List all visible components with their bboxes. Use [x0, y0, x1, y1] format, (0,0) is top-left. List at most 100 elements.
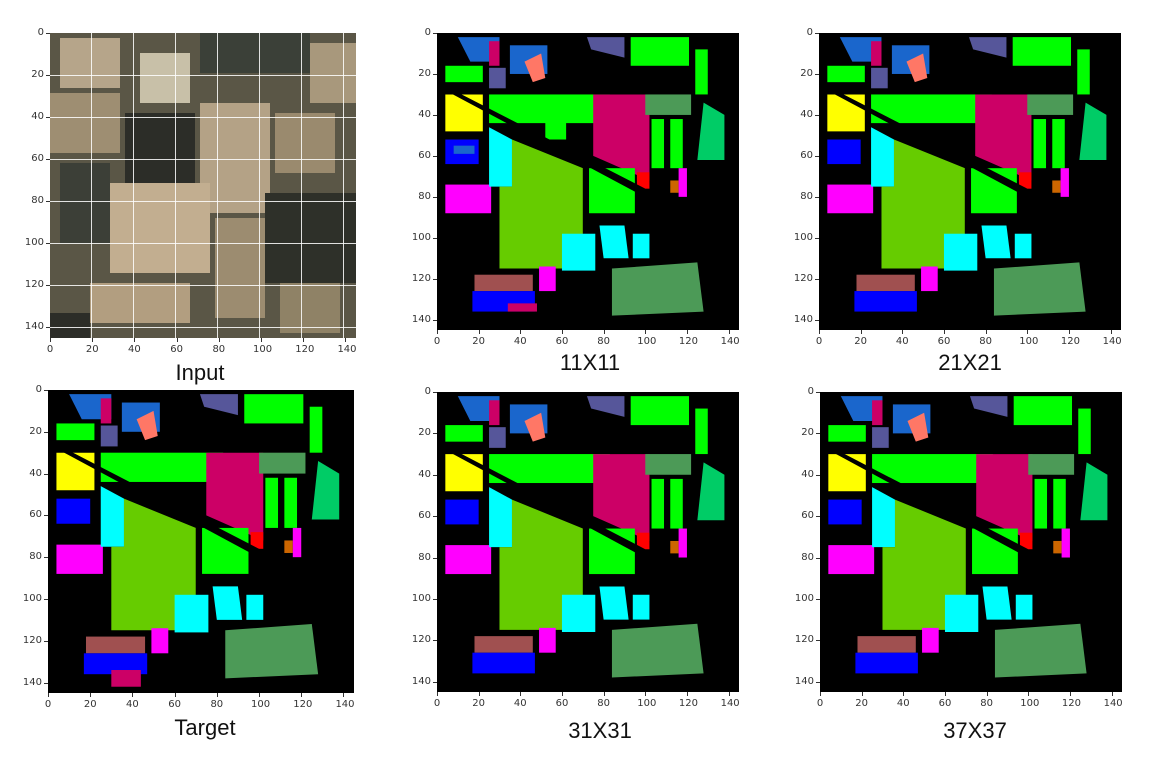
y-tick-mark: [46, 117, 50, 119]
class-region-bright-green: [445, 425, 483, 442]
y-tick-label: 80: [801, 551, 814, 563]
class-region-brown-red: [856, 274, 915, 292]
class-region-orange: [1053, 540, 1062, 554]
y-tick-label: 120: [411, 272, 431, 284]
class-region-bright-green: [828, 425, 866, 442]
class-region-cyan: [489, 487, 512, 548]
class-region-bright-green: [56, 423, 95, 441]
class-region-bright-green: [100, 452, 224, 482]
y-tick-mark: [433, 114, 437, 116]
diagonal-road: [827, 90, 1028, 193]
y-tick-mark: [433, 155, 437, 157]
class-region-red: [636, 172, 650, 189]
x-tick-label: 40: [896, 698, 910, 709]
segmentation-map: [819, 33, 1121, 330]
class-region-bright-green: [309, 406, 323, 453]
x-tick-label: 60: [555, 336, 569, 347]
segmentation-map: [48, 390, 354, 693]
y-tick-label: 120: [22, 634, 42, 646]
class-region-cyan: [632, 233, 650, 259]
class-region-bright-green: [1033, 119, 1047, 169]
y-tick-mark: [815, 319, 819, 321]
x-tick-label: 0: [816, 698, 824, 709]
x-tick-label: 120: [678, 698, 699, 709]
class-region-salmon: [524, 412, 546, 442]
class-region-sea-green: [645, 454, 692, 475]
class-region-magenta: [292, 527, 302, 558]
diagonal-road: [828, 449, 1029, 554]
y-tick-label: 80: [31, 195, 44, 207]
class-region-magenta: [1061, 528, 1070, 558]
y-tick-mark: [816, 516, 820, 518]
x-tick-mark: [345, 338, 347, 342]
y-tick-mark: [433, 196, 437, 198]
x-tick-label: 60: [555, 698, 569, 709]
y-tick-label: 120: [794, 634, 814, 646]
y-tick-mark: [433, 433, 437, 435]
y-tick-label: 0: [37, 27, 44, 38]
x-tick-mark: [561, 330, 563, 334]
class-region-crimson: [593, 454, 650, 541]
class-region-brown-red: [85, 636, 146, 654]
y-tick-mark: [816, 557, 820, 559]
class-region-slate: [199, 394, 238, 416]
y-tick-label: 100: [411, 592, 431, 604]
x-tick-mark: [686, 692, 688, 696]
class-region-blue: [828, 499, 862, 525]
x-tick-mark: [603, 330, 605, 334]
x-tick-label: 60: [937, 336, 951, 347]
y-tick-mark: [433, 33, 437, 34]
y-tick-label: 100: [22, 592, 42, 604]
class-region-red: [250, 532, 264, 549]
x-tick-label: 100: [1019, 336, 1039, 347]
y-tick-label: 0: [424, 386, 431, 397]
x-tick-label: 140: [1103, 698, 1123, 709]
class-region-bright-green: [1012, 37, 1072, 66]
class-region-crimson: [489, 400, 500, 426]
class-region-sea-green: [994, 623, 1087, 678]
class-region-bright-green: [695, 408, 708, 455]
class-region-red: [1018, 172, 1032, 189]
class-region-sea-green: [1028, 454, 1075, 475]
x-tick-mark: [1111, 692, 1113, 696]
y-tick-label: 100: [24, 237, 44, 249]
x-tick-label: 80: [212, 344, 226, 355]
class-region-bright-green: [1013, 396, 1073, 426]
segmentation-map: [437, 392, 739, 692]
y-tick-mark: [816, 681, 820, 683]
x-tick-label: 100: [251, 699, 271, 710]
class-region-brown-red: [474, 274, 533, 292]
class-region-red: [1019, 532, 1033, 550]
class-region-cyan: [599, 225, 629, 259]
class-region-cyan: [871, 127, 894, 187]
x-tick-mark: [301, 693, 303, 697]
x-tick-mark: [478, 330, 480, 334]
x-tick-label: 40: [126, 699, 139, 710]
class-region-cyan: [100, 486, 124, 547]
y-tick-label: 100: [793, 231, 813, 243]
y-tick-label: 60: [29, 509, 42, 521]
x-tick-mark: [1069, 692, 1071, 696]
diagonal-road: [445, 90, 646, 193]
y-tick-label: 20: [418, 427, 431, 439]
panel-caption: 31X31: [568, 718, 632, 743]
x-tick-label: 0: [433, 336, 441, 347]
class-region-bright-green: [651, 478, 665, 529]
class-region-salmon: [524, 53, 546, 83]
class-region-red: [636, 532, 650, 550]
x-tick-label: 140: [1102, 336, 1122, 347]
y-tick-mark: [816, 433, 820, 435]
x-tick-mark: [903, 692, 905, 696]
class-region-jungle: [697, 462, 725, 521]
y-tick-mark: [815, 237, 819, 239]
x-tick-label: 20: [472, 698, 485, 709]
x-tick-mark: [1068, 330, 1070, 334]
y-tick-mark: [433, 474, 437, 476]
class-region-magenta: [56, 544, 103, 574]
y-tick-label: 60: [418, 149, 431, 161]
x-tick-label: 100: [253, 344, 273, 355]
segmentation-svg: [437, 392, 739, 692]
class-region-bright-green: [695, 49, 708, 95]
y-tick-label: 0: [35, 384, 42, 395]
x-tick-mark: [218, 338, 220, 342]
